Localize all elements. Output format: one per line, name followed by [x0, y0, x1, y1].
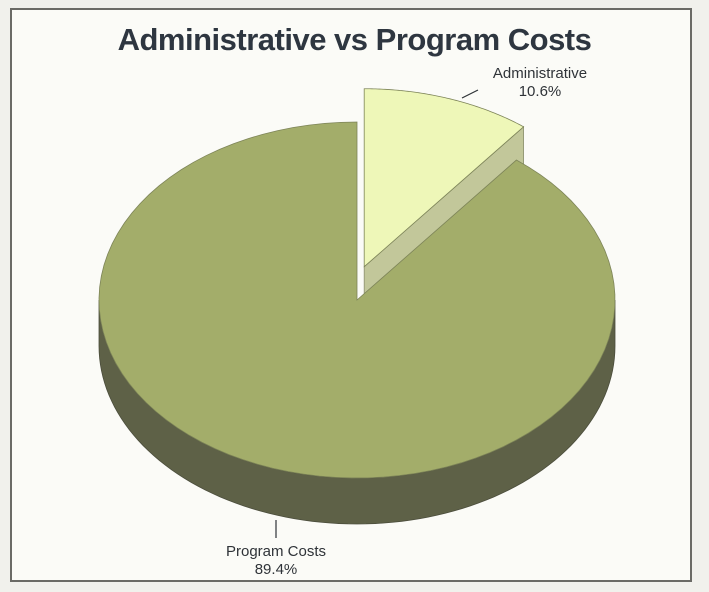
slice-label-percent: 89.4% [255, 561, 298, 578]
label-leader-line [461, 89, 479, 99]
slice-label-name: Administrative [493, 65, 587, 82]
chart-title: Administrative vs Program Costs [117, 22, 592, 57]
pie-slice-top [98, 121, 616, 479]
slice-label-percent: 10.6% [519, 83, 562, 100]
pie-slice-top [363, 88, 525, 268]
slice-label-name: Program Costs [226, 543, 326, 560]
pie-slice-program-costs [98, 121, 616, 525]
